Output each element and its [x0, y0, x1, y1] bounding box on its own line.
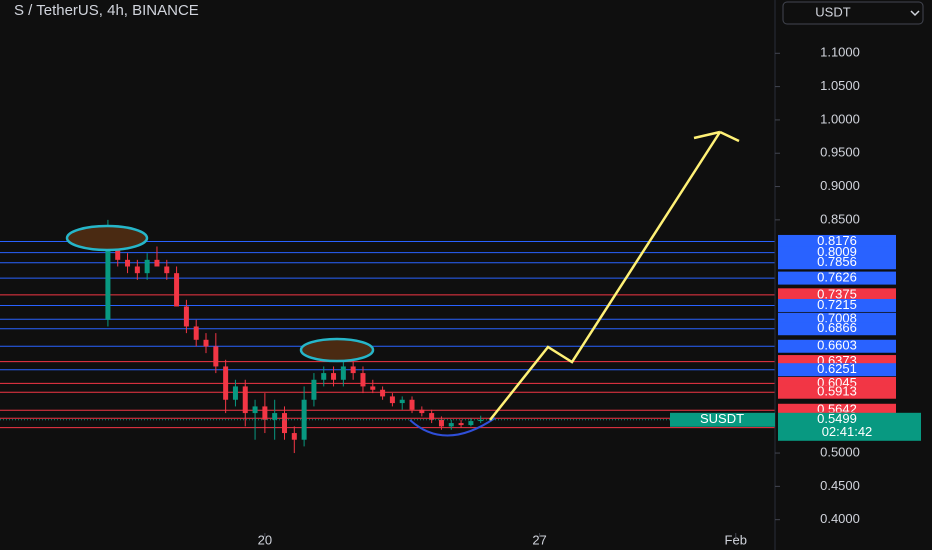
- candle-body: [409, 399, 415, 410]
- candle-body: [360, 373, 366, 387]
- candle-body: [301, 399, 307, 440]
- level-label-bg: [778, 385, 896, 399]
- candle-body: [419, 409, 425, 414]
- level-label-bg: [778, 288, 896, 302]
- candle-body: [311, 379, 317, 400]
- candle-body: [252, 406, 258, 414]
- highlight-ellipse: [65, 224, 149, 252]
- candle-body: [154, 259, 160, 267]
- candle-body: [272, 413, 278, 420]
- candle-body: [340, 366, 346, 380]
- y-tick-label: 0.8500: [820, 211, 860, 226]
- candle-body: [223, 366, 229, 400]
- candle-body: [134, 266, 140, 274]
- level-label-bg: [778, 339, 896, 353]
- x-tick-label: Feb: [725, 532, 747, 547]
- candle-body: [458, 423, 464, 426]
- x-tick-label: 27: [532, 532, 546, 547]
- candle-body: [213, 346, 219, 367]
- candle-body: [331, 373, 337, 380]
- level-label: 0.6603: [817, 338, 857, 353]
- level-label: 0.7626: [817, 270, 857, 285]
- countdown: 02:41:42: [822, 424, 873, 439]
- y-tick-label: 1.1000: [820, 45, 860, 60]
- level-label: 0.6251: [817, 361, 857, 376]
- candle-body: [370, 386, 376, 390]
- candle-body: [105, 246, 111, 320]
- level-label: 0.7215: [817, 297, 857, 312]
- level-label: 0.8009: [817, 244, 857, 259]
- last-price-label: 0.5499: [817, 411, 857, 426]
- level-label-bg: [778, 234, 896, 248]
- y-tick-label: 0.9000: [820, 178, 860, 193]
- candle-body: [321, 373, 327, 380]
- level-label-bg: [778, 271, 896, 285]
- candle-body: [291, 433, 297, 440]
- y-tick-label: 0.4500: [820, 478, 860, 493]
- candle-body: [164, 266, 170, 274]
- candle-body: [468, 421, 474, 426]
- level-label-bg: [778, 363, 896, 377]
- candle-body: [399, 399, 405, 404]
- level-label: 0.5913: [817, 384, 857, 399]
- candle-body: [144, 259, 150, 274]
- level-label: 0.8176: [817, 233, 857, 248]
- axes: 0.4000 0.4500 0.5000 0.8500 0.9000 0.9500 1.00…: [0, 45, 921, 547]
- highlight-ellipse: [299, 337, 375, 363]
- level-label: 0.7375: [817, 286, 857, 301]
- currency-button[interactable]: [782, 1, 924, 25]
- candle-body: [350, 366, 356, 374]
- level-label-bg: [778, 298, 896, 312]
- candle-body: [203, 339, 209, 347]
- candle-body: [242, 386, 248, 414]
- symbol-tag-bg: [670, 412, 775, 427]
- candle-body: [429, 413, 435, 420]
- y-tick-label: 0.9500: [820, 145, 860, 160]
- bottom-curve: [409, 417, 496, 437]
- level-label-bg: [778, 256, 896, 270]
- symbol-title: S / TetherUS, 4h, BINANCE: [14, 2, 199, 19]
- candle-body: [262, 406, 268, 420]
- candle-body: [193, 326, 199, 340]
- level-label-bg: [778, 322, 896, 336]
- candle-body: [125, 259, 131, 267]
- candle-body: [281, 413, 287, 434]
- y-tick-label: 1.0000: [820, 111, 860, 126]
- candle-body: [438, 419, 444, 427]
- x-tick-label: 20: [258, 532, 272, 547]
- candle-body: [478, 419, 484, 422]
- candle-body: [115, 246, 121, 260]
- candle-body: [380, 389, 386, 397]
- projection-arrow: [489, 130, 740, 421]
- candle-body: [232, 386, 238, 400]
- level-label: 0.6866: [817, 320, 857, 335]
- candle-body: [389, 396, 395, 404]
- y-tick-label: 1.0500: [820, 78, 860, 93]
- dropdown-icon: [910, 10, 920, 17]
- candle-body: [183, 306, 189, 327]
- candle-body: [174, 273, 180, 307]
- symbol-tag: SUSDT: [700, 411, 744, 426]
- y-tick-label: 0.4000: [820, 511, 860, 526]
- level-label: 0.7856: [817, 254, 857, 269]
- candles: [105, 219, 484, 454]
- level-label: 0.7008: [817, 311, 857, 326]
- currency-button-label: USDT: [815, 4, 850, 19]
- level-label-bg: [778, 246, 896, 260]
- y-tick-label: 0.5000: [820, 444, 860, 459]
- candle-body: [448, 423, 454, 427]
- last-price-bg: [778, 412, 921, 441]
